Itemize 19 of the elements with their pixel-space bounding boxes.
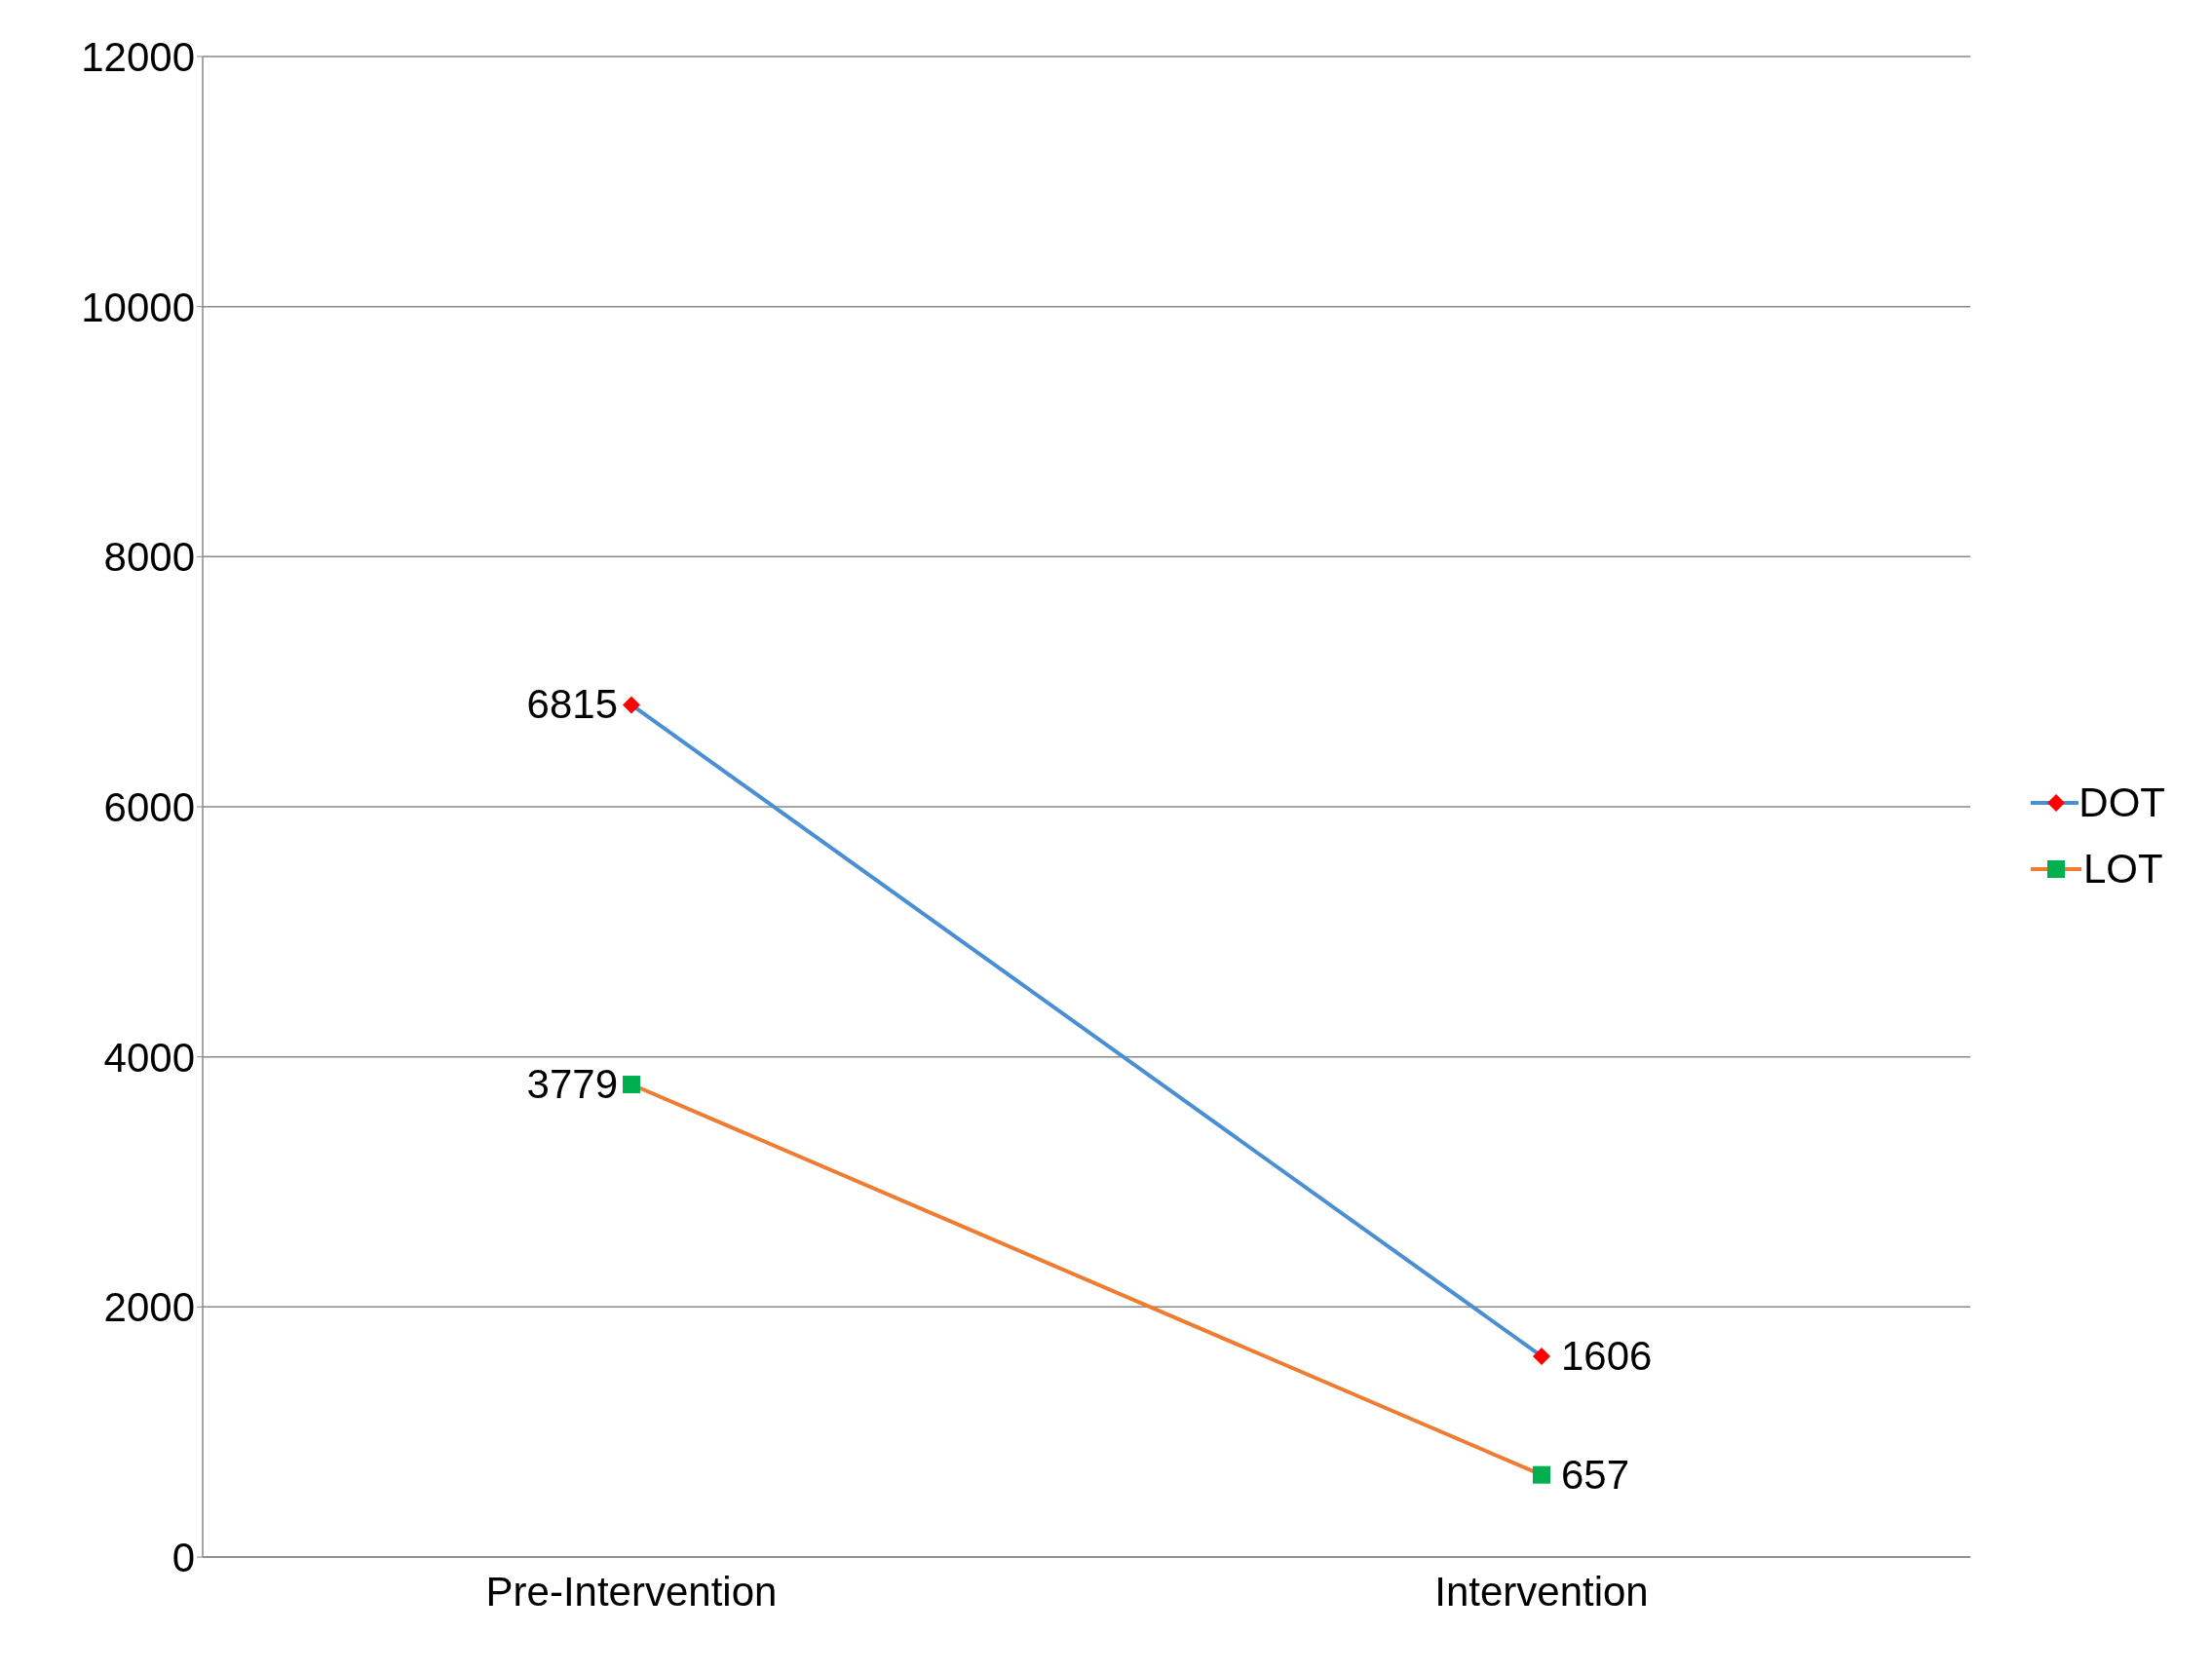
point <box>623 696 640 714</box>
data-label: 657 <box>1561 1451 1630 1498</box>
y-tick-label: 0 <box>172 1534 195 1580</box>
y-tick-label: 6000 <box>103 783 195 830</box>
y-tick-label: 8000 <box>103 534 195 581</box>
data-label: 1606 <box>1561 1332 1653 1379</box>
point <box>1533 1347 1550 1365</box>
point <box>1533 1465 1550 1484</box>
legend-label: DOT <box>2079 779 2165 826</box>
data-label: 3779 <box>526 1061 618 1108</box>
data-label: 6815 <box>526 681 618 728</box>
y-tick-label: 12000 <box>81 33 195 80</box>
y-tick-label: 10000 <box>81 284 195 330</box>
legend-label: LOT <box>2083 846 2163 893</box>
y-tick-label: 4000 <box>103 1034 195 1081</box>
x-tick-label: Intervention <box>1434 1568 1649 1615</box>
point <box>623 1076 640 1094</box>
y-tick-label: 2000 <box>103 1284 195 1331</box>
x-tick-label: Pre-Intervention <box>485 1568 778 1615</box>
